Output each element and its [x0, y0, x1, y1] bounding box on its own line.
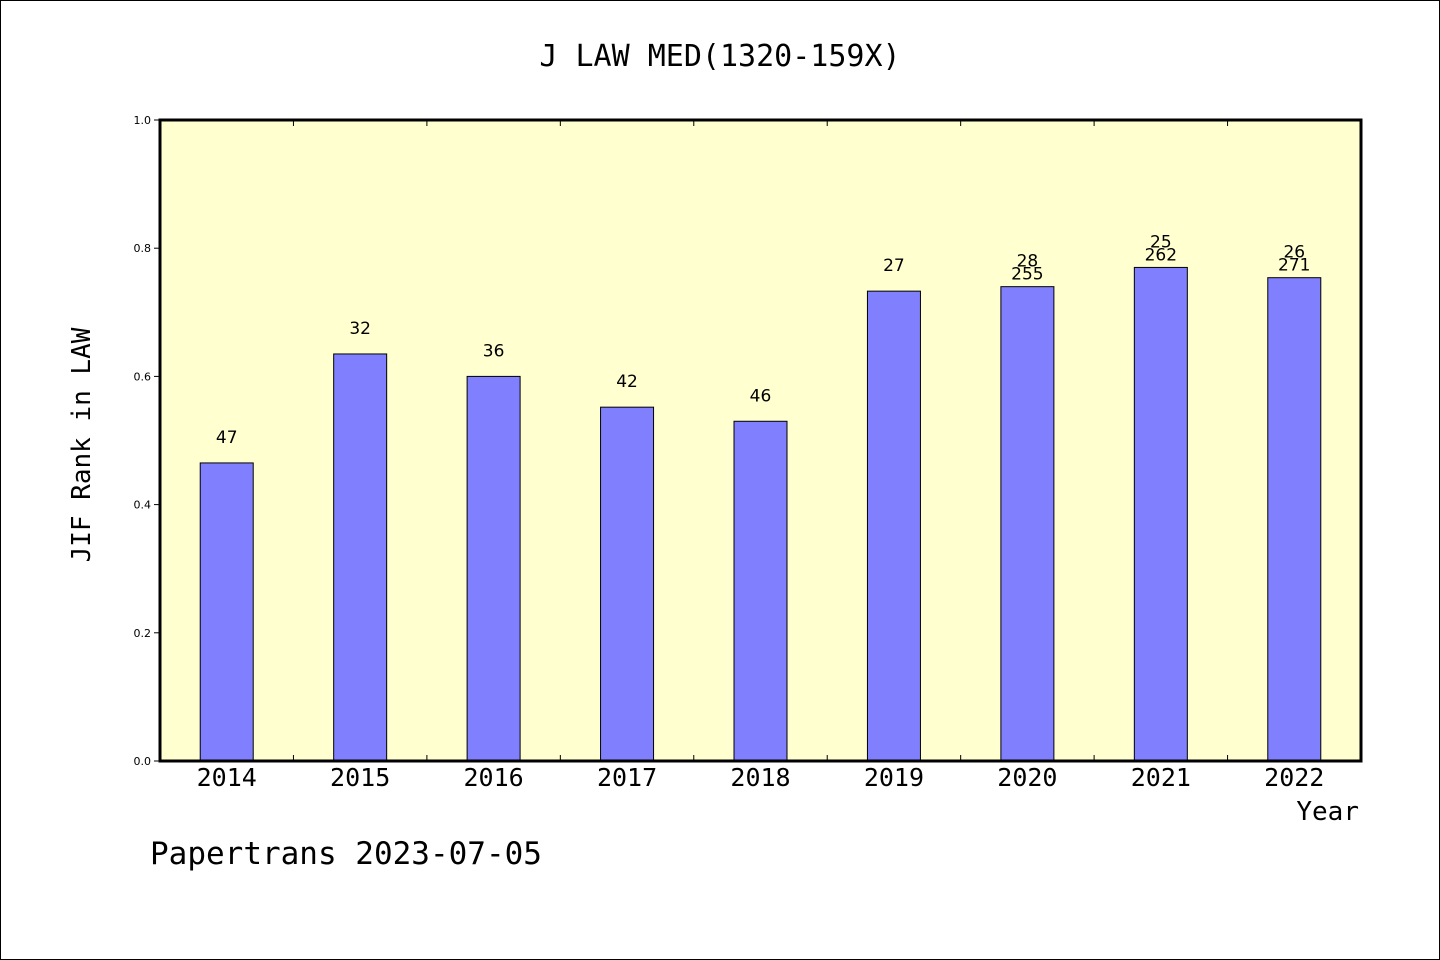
- bar-2020: [1000, 286, 1055, 762]
- x-tick-label: 2019: [864, 763, 924, 792]
- x-tick-label: 2022: [1264, 763, 1324, 792]
- bar-2015: [333, 353, 388, 762]
- bar-2019: [866, 290, 921, 762]
- bar-total-label: 271: [1278, 256, 1310, 276]
- y-axis-label: JIF Rank in LAW: [67, 327, 97, 562]
- y-tick-label: 0.2: [134, 627, 152, 640]
- y-tick-label: 0.4: [134, 499, 152, 512]
- bar-rank-label: 25: [1150, 232, 1172, 252]
- bar-rank-label: 42: [616, 372, 638, 392]
- y-axis: 0.0 0.2 0.4 0.6 0.8 1.0: [134, 114, 160, 768]
- bar-2021: [1133, 266, 1188, 762]
- y-tick-label: 0.0: [134, 755, 152, 768]
- x-tick-label: 2021: [1131, 763, 1191, 792]
- bar-total-label: 255: [1011, 265, 1043, 285]
- x-axis: 2014 2015 2016 2017 2018 2019 2020 2021 2022: [197, 120, 1324, 792]
- bar-rank-label: 47: [216, 428, 238, 448]
- bar-2016: [466, 375, 521, 762]
- bar-rank-label: 28: [1017, 252, 1039, 272]
- bar-2014: [199, 462, 254, 762]
- bar-2022: [1267, 277, 1322, 762]
- bar-rank-label: 32: [349, 319, 371, 339]
- bar-rank-label: 36: [483, 341, 505, 361]
- bar-rank-label: 26: [1283, 243, 1305, 263]
- x-tick-label: 2018: [730, 763, 790, 792]
- bar-total-label: 262: [1145, 245, 1177, 265]
- x-axis-label: Year: [1296, 797, 1359, 827]
- chart-title: J LAW MED(1320-159X): [539, 39, 900, 74]
- bar-rank-label: 46: [750, 386, 772, 406]
- plot-border: [158, 118, 1363, 763]
- y-tick-label: 1.0: [134, 114, 152, 127]
- y-tick-label: 0.8: [134, 242, 152, 255]
- bar-rank-label: 27: [883, 256, 905, 276]
- x-tick-label: 2017: [597, 763, 657, 792]
- x-tick-label: 2015: [330, 763, 390, 792]
- footer-credit: Papertrans 2023-07-05: [150, 836, 542, 872]
- x-tick-label: 2014: [197, 763, 257, 792]
- bar-2018: [733, 420, 788, 762]
- bars-group: [199, 266, 1322, 762]
- x-tick-label: 2020: [997, 763, 1057, 792]
- bar-2017: [600, 406, 655, 762]
- y-tick-label: 0.6: [134, 370, 152, 383]
- x-tick-label: 2016: [464, 763, 524, 792]
